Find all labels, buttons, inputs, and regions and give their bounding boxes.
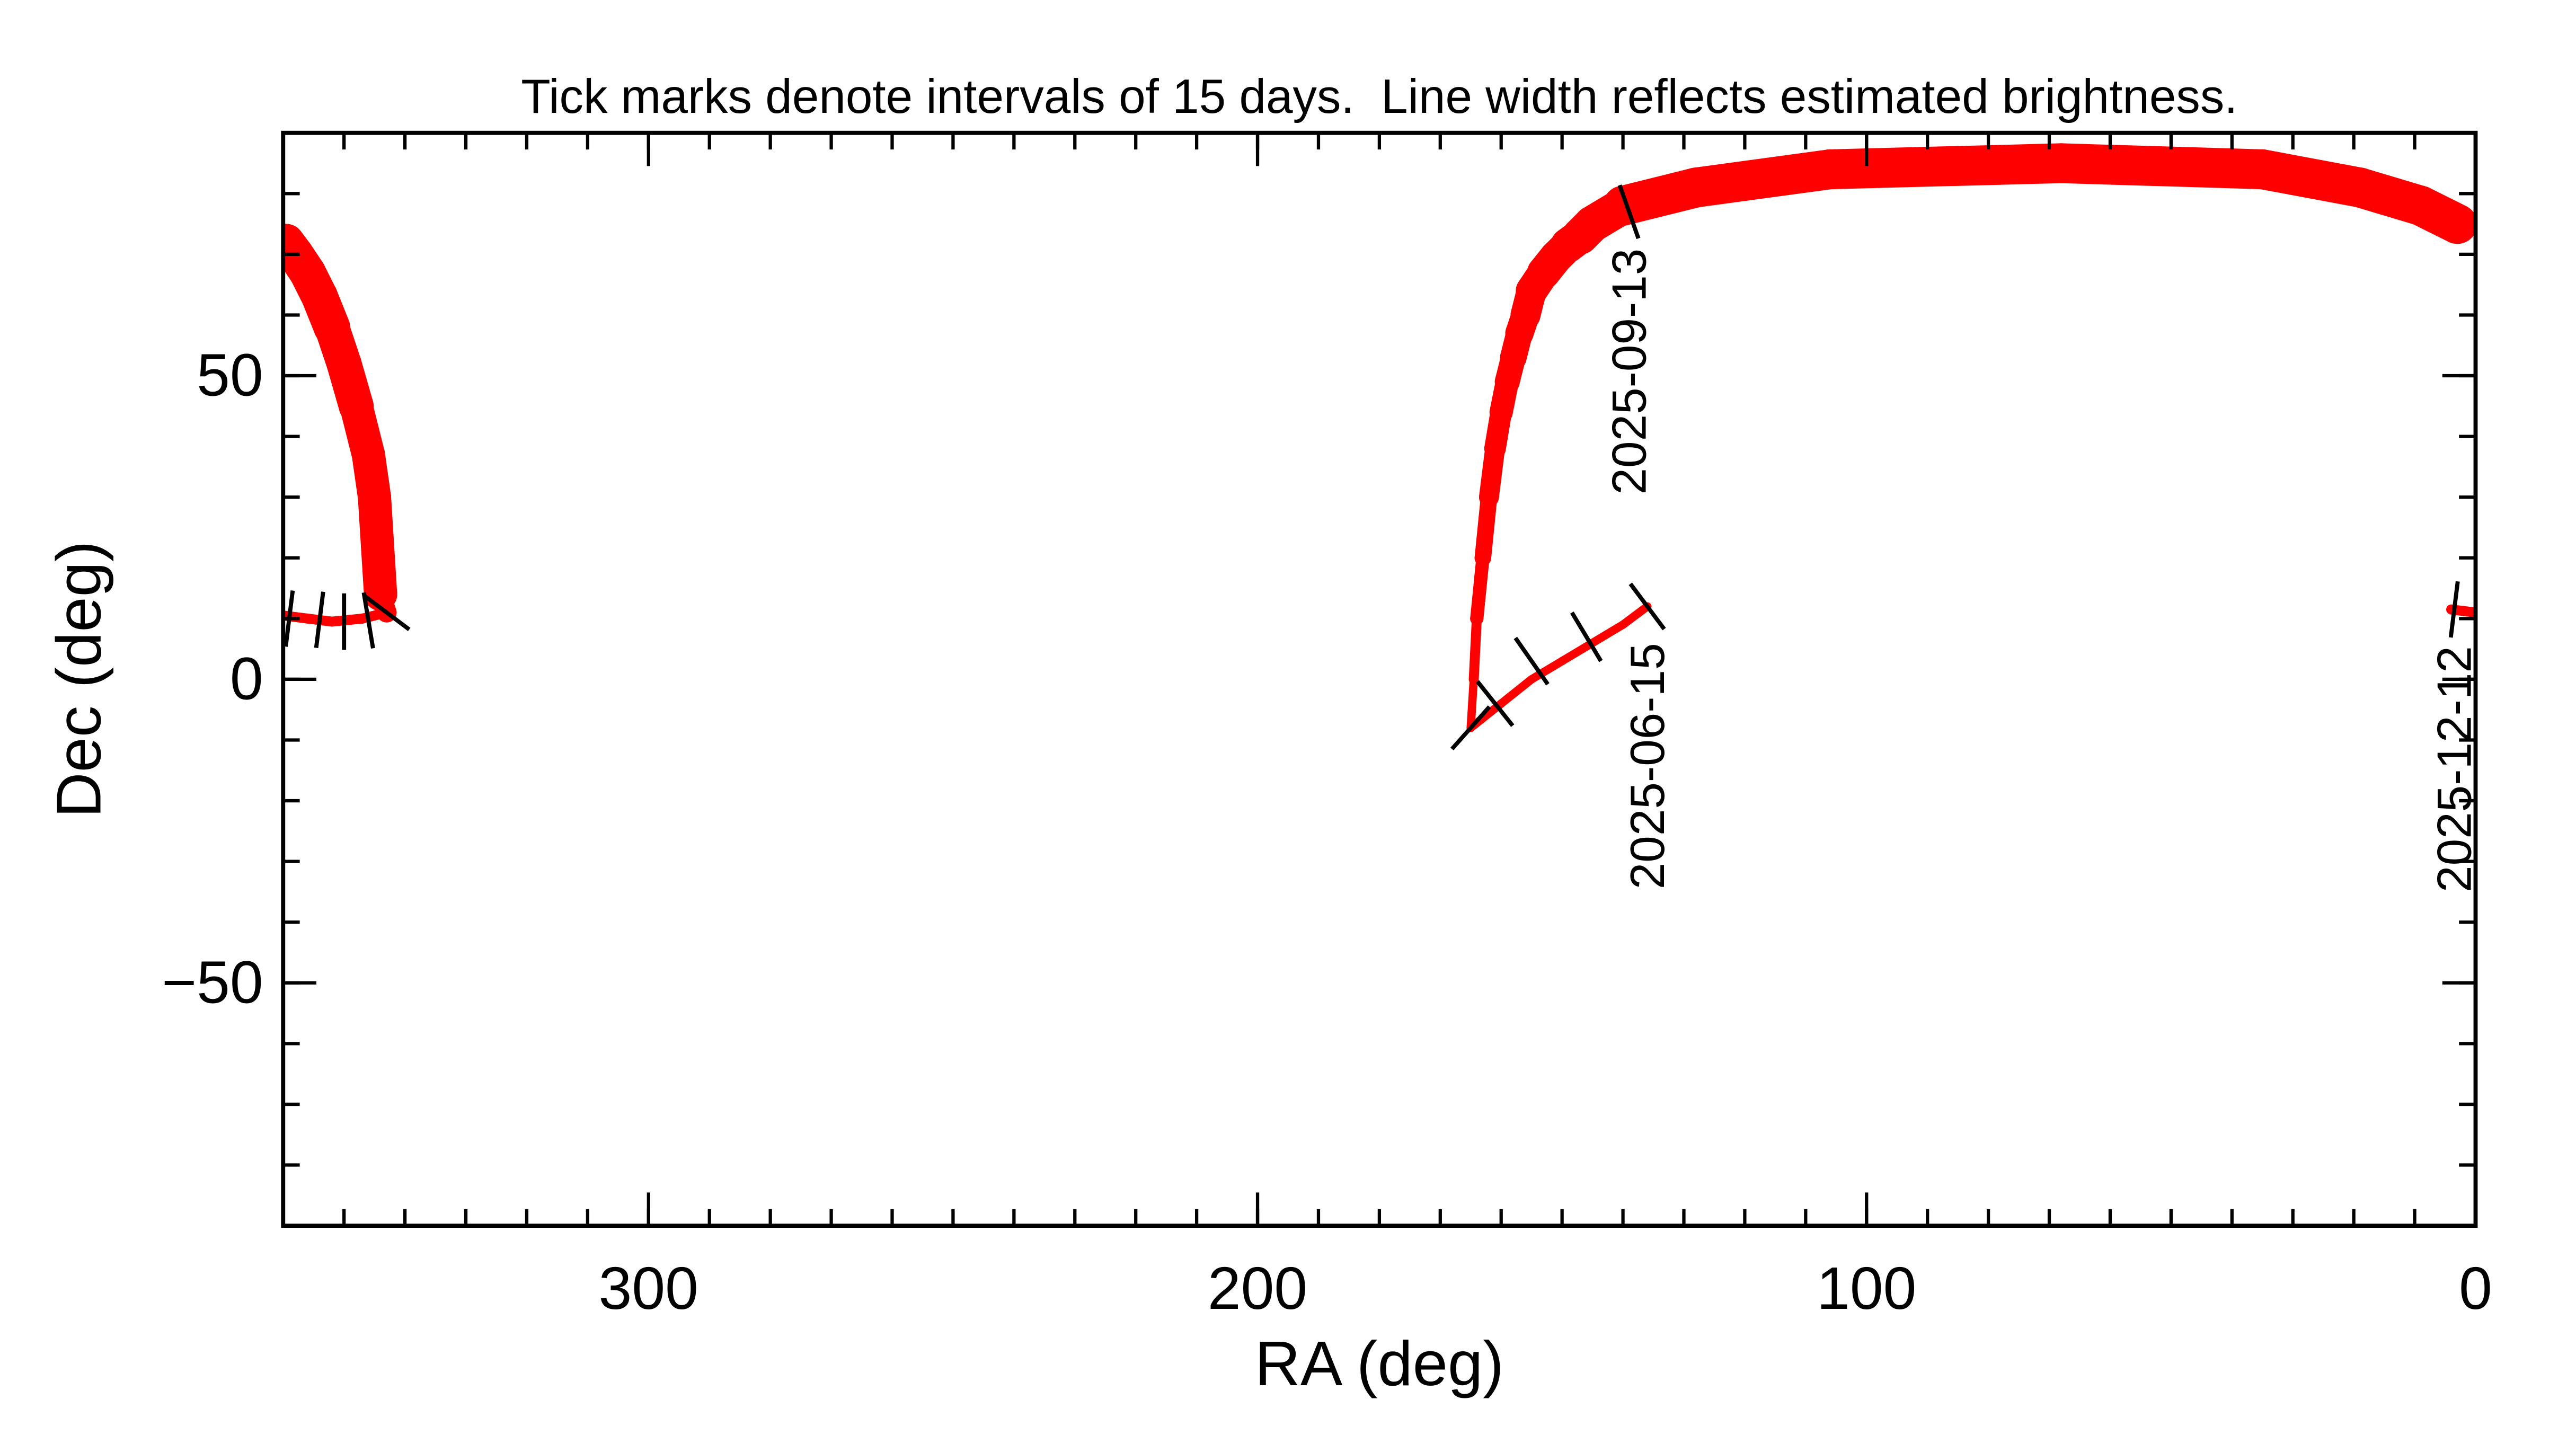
date-tick bbox=[1450, 705, 1491, 751]
track-point bbox=[1676, 167, 1716, 208]
date-label: 2025-09-13 bbox=[1603, 249, 1656, 495]
track-point bbox=[2401, 185, 2441, 226]
track-segment bbox=[1466, 675, 1478, 732]
date-tick bbox=[361, 592, 375, 649]
track-point bbox=[1470, 612, 1484, 625]
y-tick-label: 0 bbox=[230, 645, 263, 712]
track-segment bbox=[1557, 639, 1597, 666]
track-segment bbox=[1474, 489, 1498, 566]
track-point bbox=[2242, 149, 2282, 190]
track-point bbox=[1474, 550, 1491, 566]
date-label: 2025-12-12 bbox=[2428, 646, 2482, 892]
x-tick-label: 0 bbox=[2459, 1255, 2492, 1322]
date-tick bbox=[2448, 581, 2460, 638]
track-point bbox=[1527, 675, 1536, 684]
track-point bbox=[1574, 206, 1611, 243]
track-point bbox=[1603, 185, 1643, 226]
y-tick-label: 50 bbox=[197, 342, 263, 409]
track-point bbox=[1468, 674, 1479, 685]
track-segment bbox=[326, 613, 368, 627]
track-segment bbox=[1470, 551, 1490, 625]
chart-title: Tick marks denote intervals of 15 days. … bbox=[521, 70, 2237, 123]
plot-area bbox=[283, 143, 2476, 751]
track-point bbox=[351, 438, 385, 472]
track-point bbox=[357, 613, 368, 624]
track-point bbox=[2340, 167, 2380, 208]
track-point bbox=[2041, 143, 2082, 183]
track-point bbox=[313, 308, 350, 346]
date-tick bbox=[1475, 680, 1515, 727]
track-point bbox=[358, 480, 391, 514]
track-point bbox=[2437, 204, 2476, 244]
track-segment bbox=[1588, 620, 1627, 648]
track-point bbox=[1618, 620, 1627, 629]
track-segment bbox=[1676, 149, 1850, 208]
track-segment bbox=[1468, 613, 1482, 685]
track-point bbox=[1500, 344, 1527, 371]
date-label: 2025-06-15 bbox=[1621, 643, 1675, 889]
date-tick bbox=[362, 594, 411, 632]
track-point bbox=[361, 529, 394, 563]
date-tick bbox=[1617, 184, 1641, 240]
track-point bbox=[301, 278, 338, 315]
track-segment bbox=[1618, 602, 1652, 629]
track-point bbox=[1479, 487, 1499, 507]
track-point bbox=[1484, 438, 1506, 459]
track-point bbox=[326, 346, 362, 382]
track-segment bbox=[2041, 143, 2282, 190]
date-tick bbox=[314, 591, 325, 648]
track-point bbox=[339, 388, 374, 424]
track-point bbox=[1810, 149, 1850, 190]
y-axis-label: Dec (deg) bbox=[44, 541, 114, 818]
track-point bbox=[1557, 657, 1566, 666]
x-tick-label: 200 bbox=[1208, 1255, 1307, 1322]
track-segment bbox=[1527, 657, 1566, 684]
track-point bbox=[326, 616, 337, 627]
track-point bbox=[1494, 369, 1520, 395]
y-tick-label: −50 bbox=[162, 949, 263, 1015]
date-tick bbox=[1513, 636, 1550, 686]
track-point bbox=[302, 613, 313, 624]
track-point bbox=[1489, 400, 1513, 424]
track-point bbox=[1510, 300, 1541, 330]
x-tick-label: 300 bbox=[599, 1255, 698, 1322]
track-segment bbox=[1497, 675, 1536, 708]
x-tick-label: 100 bbox=[1817, 1255, 1916, 1322]
plot-frame bbox=[281, 130, 2478, 1228]
date-tick bbox=[1628, 582, 1666, 631]
track-segment bbox=[1810, 143, 2082, 190]
date-tick bbox=[1570, 611, 1603, 662]
x-axis-label: RA (deg) bbox=[1255, 1328, 1504, 1399]
